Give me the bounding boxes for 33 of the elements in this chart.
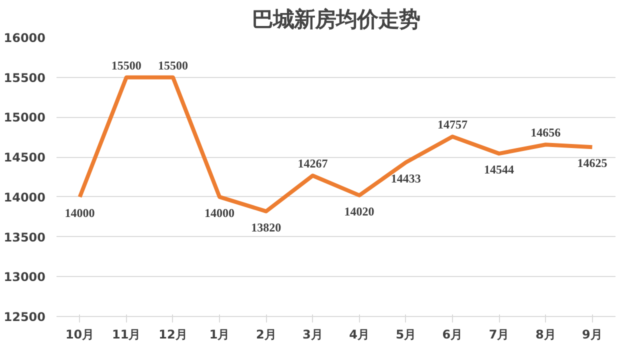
x-tick-label: 7月 [488,328,510,342]
x-tick-label: 4月 [349,328,370,342]
x-tick-label: 6月 [442,328,463,342]
y-tick-label: 15500 [4,70,46,85]
x-tick-label: 2月 [256,328,276,342]
data-label: 14656 [530,126,561,140]
x-tick-label: 8月 [535,328,556,342]
chart-title: 巴城新房均价走势 [252,8,420,32]
x-tick-label: 12月 [158,328,188,342]
data-label: 14000 [204,206,235,220]
y-tick-label: 15000 [4,110,46,125]
data-label: 14757 [437,118,468,132]
data-label: 13820 [251,220,282,234]
data-label: 14433 [390,171,421,186]
x-tick-label: 10月 [65,328,94,342]
y-tick-label: 13000 [4,270,46,284]
data-label: 14267 [298,156,328,171]
y-tick-label: 13500 [4,230,46,244]
y-tick-label: 12500 [4,310,46,324]
y-tick-label: 14500 [4,150,46,165]
data-label: 14544 [484,162,514,177]
x-tick-label: 11月 [112,328,141,342]
data-label: 15500 [158,58,188,72]
y-tick-label: 14000 [4,190,46,204]
data-label: 14020 [344,204,374,218]
data-label: 14000 [64,206,95,220]
x-tick-label: 3月 [302,328,323,342]
data-label: 14625 [577,156,608,170]
x-tick-label: 5月 [396,328,416,342]
x-tick-label: 9月 [582,328,602,342]
data-label: 15500 [111,58,142,72]
x-tick-label: 1月 [209,328,230,342]
y-tick-label: 16000 [4,31,46,45]
